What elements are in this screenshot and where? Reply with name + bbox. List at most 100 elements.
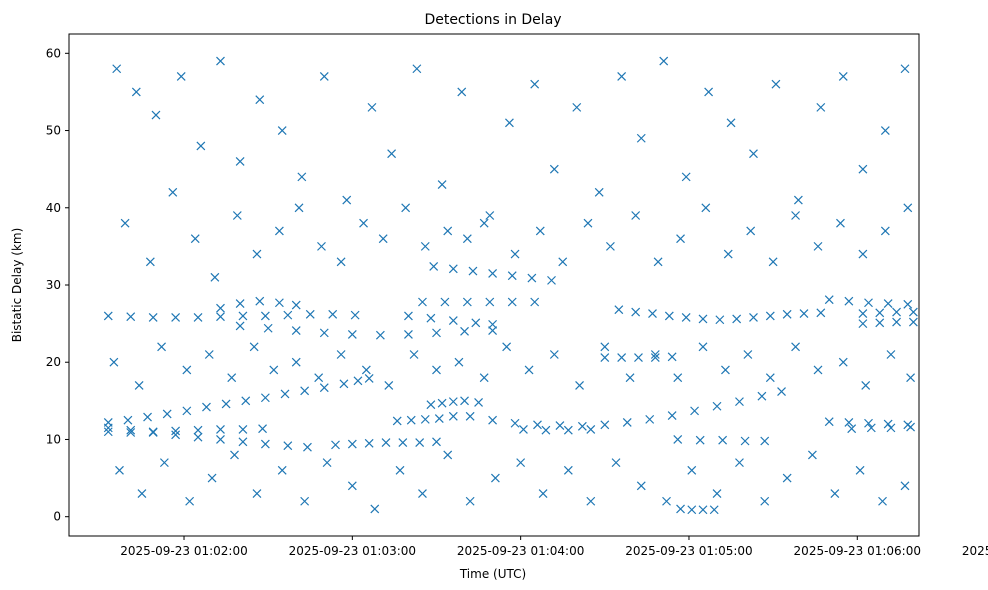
data-point <box>364 374 374 383</box>
data-point <box>291 326 301 335</box>
data-point <box>227 373 237 383</box>
data-point <box>687 505 697 515</box>
data-point <box>336 257 346 267</box>
data-point <box>305 309 315 319</box>
data-point <box>457 87 467 97</box>
data-point <box>460 396 469 406</box>
data-point <box>159 458 169 468</box>
data-point <box>252 489 262 498</box>
data-point <box>260 393 270 403</box>
data-point <box>777 387 786 397</box>
data-point <box>328 309 338 319</box>
data-point <box>418 297 427 307</box>
data-point <box>462 297 472 307</box>
data-point <box>109 357 119 367</box>
data-point <box>401 203 411 213</box>
data-point <box>617 72 627 81</box>
data-point <box>782 473 792 483</box>
data-point <box>216 424 225 434</box>
data-point <box>148 313 158 322</box>
data-point <box>258 424 267 434</box>
data-point <box>650 350 660 359</box>
data-point <box>176 72 186 81</box>
data-point <box>701 203 711 213</box>
data-point <box>583 218 593 228</box>
data-point <box>844 296 854 306</box>
data-point <box>749 313 758 322</box>
data-point <box>838 357 848 367</box>
data-point <box>886 350 896 359</box>
data-point <box>866 423 876 433</box>
data-point <box>384 380 394 390</box>
data-point <box>861 380 871 390</box>
data-point <box>115 465 124 475</box>
data-point <box>434 414 444 424</box>
data-point <box>488 268 498 278</box>
data-point <box>765 311 775 321</box>
data-point <box>291 357 301 367</box>
data-point <box>864 418 873 428</box>
data-point <box>906 373 916 383</box>
data-point <box>903 299 913 309</box>
data-point <box>723 249 733 259</box>
data-point <box>204 350 214 359</box>
data-point <box>418 489 427 498</box>
data-point <box>145 257 155 267</box>
data-point <box>412 64 422 74</box>
data-point <box>103 427 113 437</box>
data-point <box>137 489 147 498</box>
data-point <box>816 102 826 112</box>
data-point <box>238 437 248 447</box>
data-point <box>280 389 290 399</box>
data-point <box>611 458 621 468</box>
data-point <box>432 328 441 338</box>
data-point <box>283 310 293 320</box>
data-point <box>448 316 458 325</box>
data-point <box>190 234 200 244</box>
data-point <box>448 411 458 421</box>
data-point <box>171 313 181 322</box>
data-point <box>771 79 781 89</box>
data-point <box>645 414 655 424</box>
data-point <box>575 380 584 390</box>
data-point <box>667 411 677 420</box>
data-point <box>255 296 265 306</box>
data-point <box>454 357 464 367</box>
data-point <box>824 417 834 427</box>
data-point <box>875 318 885 328</box>
data-point <box>448 397 458 407</box>
data-point <box>443 226 453 236</box>
data-point <box>695 435 705 445</box>
data-point <box>347 330 357 339</box>
data-point <box>718 435 728 445</box>
data-point <box>216 56 225 66</box>
data-point <box>406 415 416 425</box>
data-point <box>855 465 865 475</box>
data-point <box>342 195 352 205</box>
data-point <box>260 439 270 449</box>
data-point <box>126 312 136 322</box>
data-point <box>398 438 408 447</box>
data-point <box>636 133 646 143</box>
data-point <box>260 311 270 321</box>
y-tick-label: 30 <box>46 278 61 292</box>
data-point <box>858 164 868 174</box>
x-tick-label: 2025-09-23 01:07:00 <box>962 544 988 558</box>
data-point <box>210 272 220 282</box>
data-point <box>858 319 868 329</box>
data-point <box>123 415 133 425</box>
data-point <box>538 489 548 498</box>
data-point <box>134 380 144 390</box>
data-point <box>563 425 573 435</box>
data-point <box>440 297 450 307</box>
x-tick-label: 2025-09-23 01:04:00 <box>457 544 584 558</box>
data-point <box>249 342 259 352</box>
data-point <box>746 226 756 236</box>
data-point <box>715 315 725 325</box>
data-point <box>676 234 685 244</box>
data-point <box>420 241 430 251</box>
data-point <box>409 350 419 359</box>
data-point <box>519 424 528 434</box>
data-point <box>577 421 587 431</box>
data-point <box>291 300 301 310</box>
